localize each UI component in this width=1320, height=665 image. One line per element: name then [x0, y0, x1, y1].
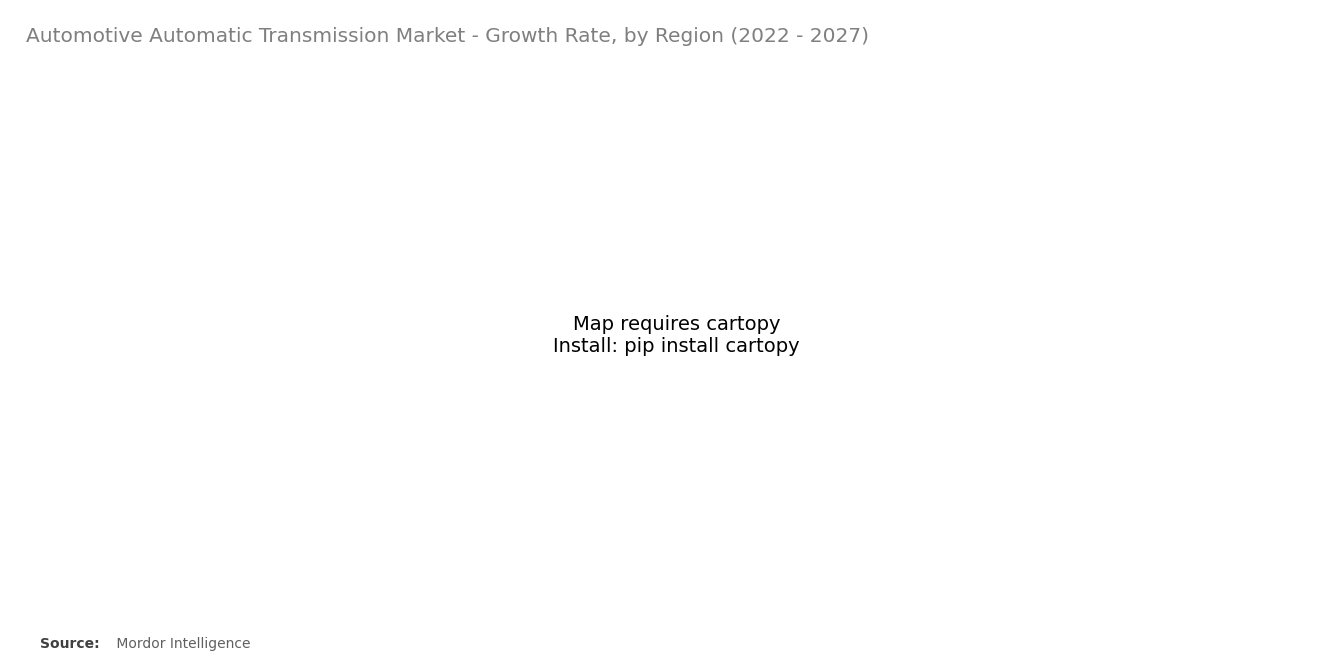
Text: Mordor Intelligence: Mordor Intelligence — [112, 637, 251, 652]
Text: Source:: Source: — [40, 637, 99, 652]
Text: Map requires cartopy
Install: pip install cartopy: Map requires cartopy Install: pip instal… — [553, 315, 800, 356]
Text: Automotive Automatic Transmission Market - Growth Rate, by Region (2022 - 2027): Automotive Automatic Transmission Market… — [26, 27, 870, 46]
